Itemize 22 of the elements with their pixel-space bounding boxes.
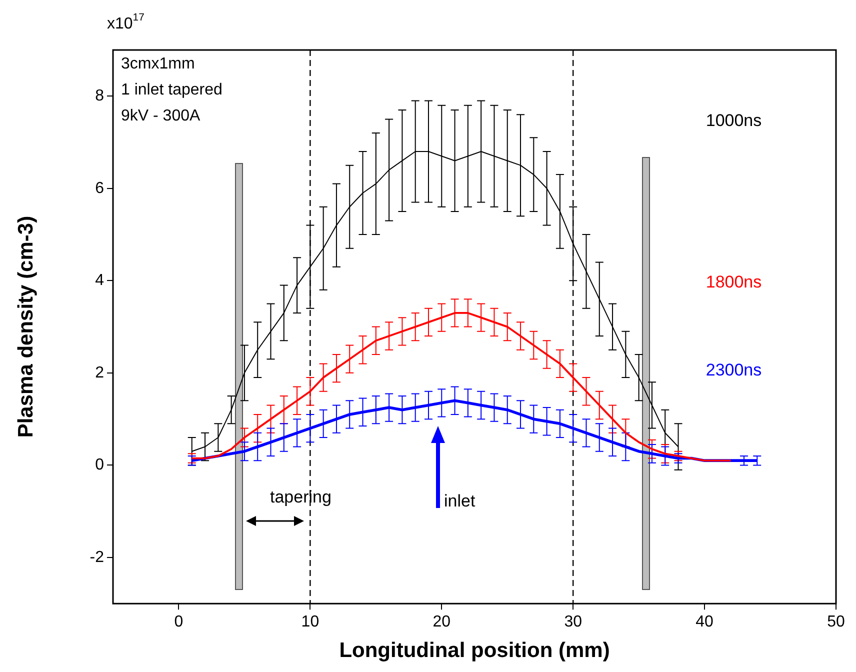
x-axis-title: Longitudinal position (mm) — [339, 639, 610, 662]
x-tick-label: 20 — [432, 614, 451, 631]
y-tick-label: 8 — [95, 88, 104, 105]
y-axis-title: Plasma density (cm-3) — [14, 216, 38, 438]
y-tick-label: 2 — [95, 364, 104, 382]
x-tick-label: 30 — [564, 614, 582, 631]
annotation: 9kV - 300A — [121, 107, 200, 124]
y-tick-label: 6 — [95, 180, 104, 197]
y-tick-label: -2 — [90, 548, 104, 566]
x-tick-label: 10 — [301, 614, 320, 631]
annotation: inlet — [444, 492, 476, 511]
text: 2300ns — [706, 360, 762, 380]
text: 1000ns — [706, 111, 762, 130]
text: 1800ns — [706, 272, 762, 292]
annotation: 3cmx1mm — [121, 55, 195, 72]
annotation: tapering — [270, 488, 332, 507]
x-tick-label: 50 — [827, 614, 845, 631]
x-tick-label: 0 — [174, 614, 184, 631]
x-tick-label: 40 — [696, 614, 714, 631]
annotation: 1 inlet tapered — [121, 81, 222, 98]
y-tick-label: 0 — [95, 456, 104, 474]
y-tick-label: 4 — [95, 272, 104, 290]
